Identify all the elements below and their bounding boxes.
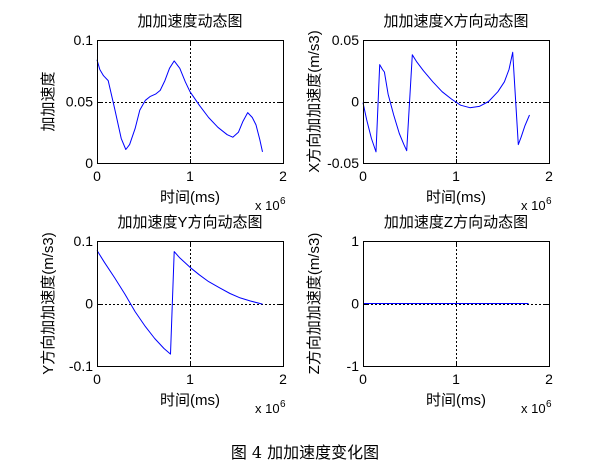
x-axis-exponent: 6 (280, 399, 286, 410)
x-tick-label: 1 (452, 168, 460, 184)
x-tick-label: 1 (186, 371, 194, 387)
series-line (362, 51, 530, 153)
x-tick-label: 2 (545, 168, 553, 184)
x-tick-label: 0 (359, 168, 367, 184)
x-axis-exponent: 6 (280, 196, 286, 207)
y-axis-label: Y方向加加速度(m/s3) (40, 232, 57, 375)
figure-caption: 图 4 加加速度变化图 (231, 443, 379, 462)
y-tick-label: 0.05 (66, 94, 93, 110)
y-tick-label: -0.05 (327, 155, 359, 171)
x-tick-label: 0 (93, 168, 101, 184)
x-axis-multiplier: x 10 (255, 198, 280, 213)
x-axis-exponent: 6 (546, 196, 552, 207)
x-tick-label: 2 (545, 371, 553, 387)
x-tick-label: 2 (279, 371, 287, 387)
x-axis-exponent: 6 (546, 399, 552, 410)
y-tick-label: 0 (351, 94, 359, 110)
x-axis-multiplier: x 10 (521, 401, 546, 416)
x-tick-label: 0 (93, 371, 101, 387)
y-tick-label: 0.05 (332, 32, 359, 48)
y-axis-label: X方向加加速度(m/s3) (306, 30, 323, 173)
x-axis-label: 时间(ms) (426, 392, 486, 409)
y-axis-label: Z方向加加速度(m/s3) (306, 233, 323, 375)
x-axis-multiplier: x 10 (255, 401, 280, 416)
x-axis-multiplier: x 10 (521, 198, 546, 213)
chart-title: 加加速度Y方向动态图 (117, 214, 262, 231)
x-tick-label: 2 (279, 168, 287, 184)
x-axis-label: 时间(ms) (160, 392, 220, 409)
y-tick-label: -0.1 (69, 358, 93, 374)
y-tick-label: 0 (351, 296, 359, 312)
x-tick-label: 1 (452, 371, 460, 387)
chart-title: 加加速度动态图 (137, 13, 242, 30)
y-tick-label: 0.1 (74, 233, 94, 249)
series-line (96, 59, 263, 153)
y-tick-label: -1 (347, 358, 360, 374)
chart-title: 加加速度Z方向动态图 (384, 214, 528, 231)
x-axis-label: 时间(ms) (160, 189, 220, 206)
chart-title: 加加速度X方向动态图 (383, 13, 528, 30)
series-line (96, 250, 263, 355)
y-tick-label: 1 (351, 233, 359, 249)
x-tick-label: 1 (186, 168, 194, 184)
y-axis-label: 加加速度 (40, 71, 57, 131)
x-tick-label: 0 (359, 371, 367, 387)
y-tick-label: 0 (85, 155, 93, 171)
y-tick-label: 0 (85, 296, 93, 312)
x-axis-label: 时间(ms) (426, 189, 486, 206)
y-tick-label: 0.1 (74, 32, 94, 48)
